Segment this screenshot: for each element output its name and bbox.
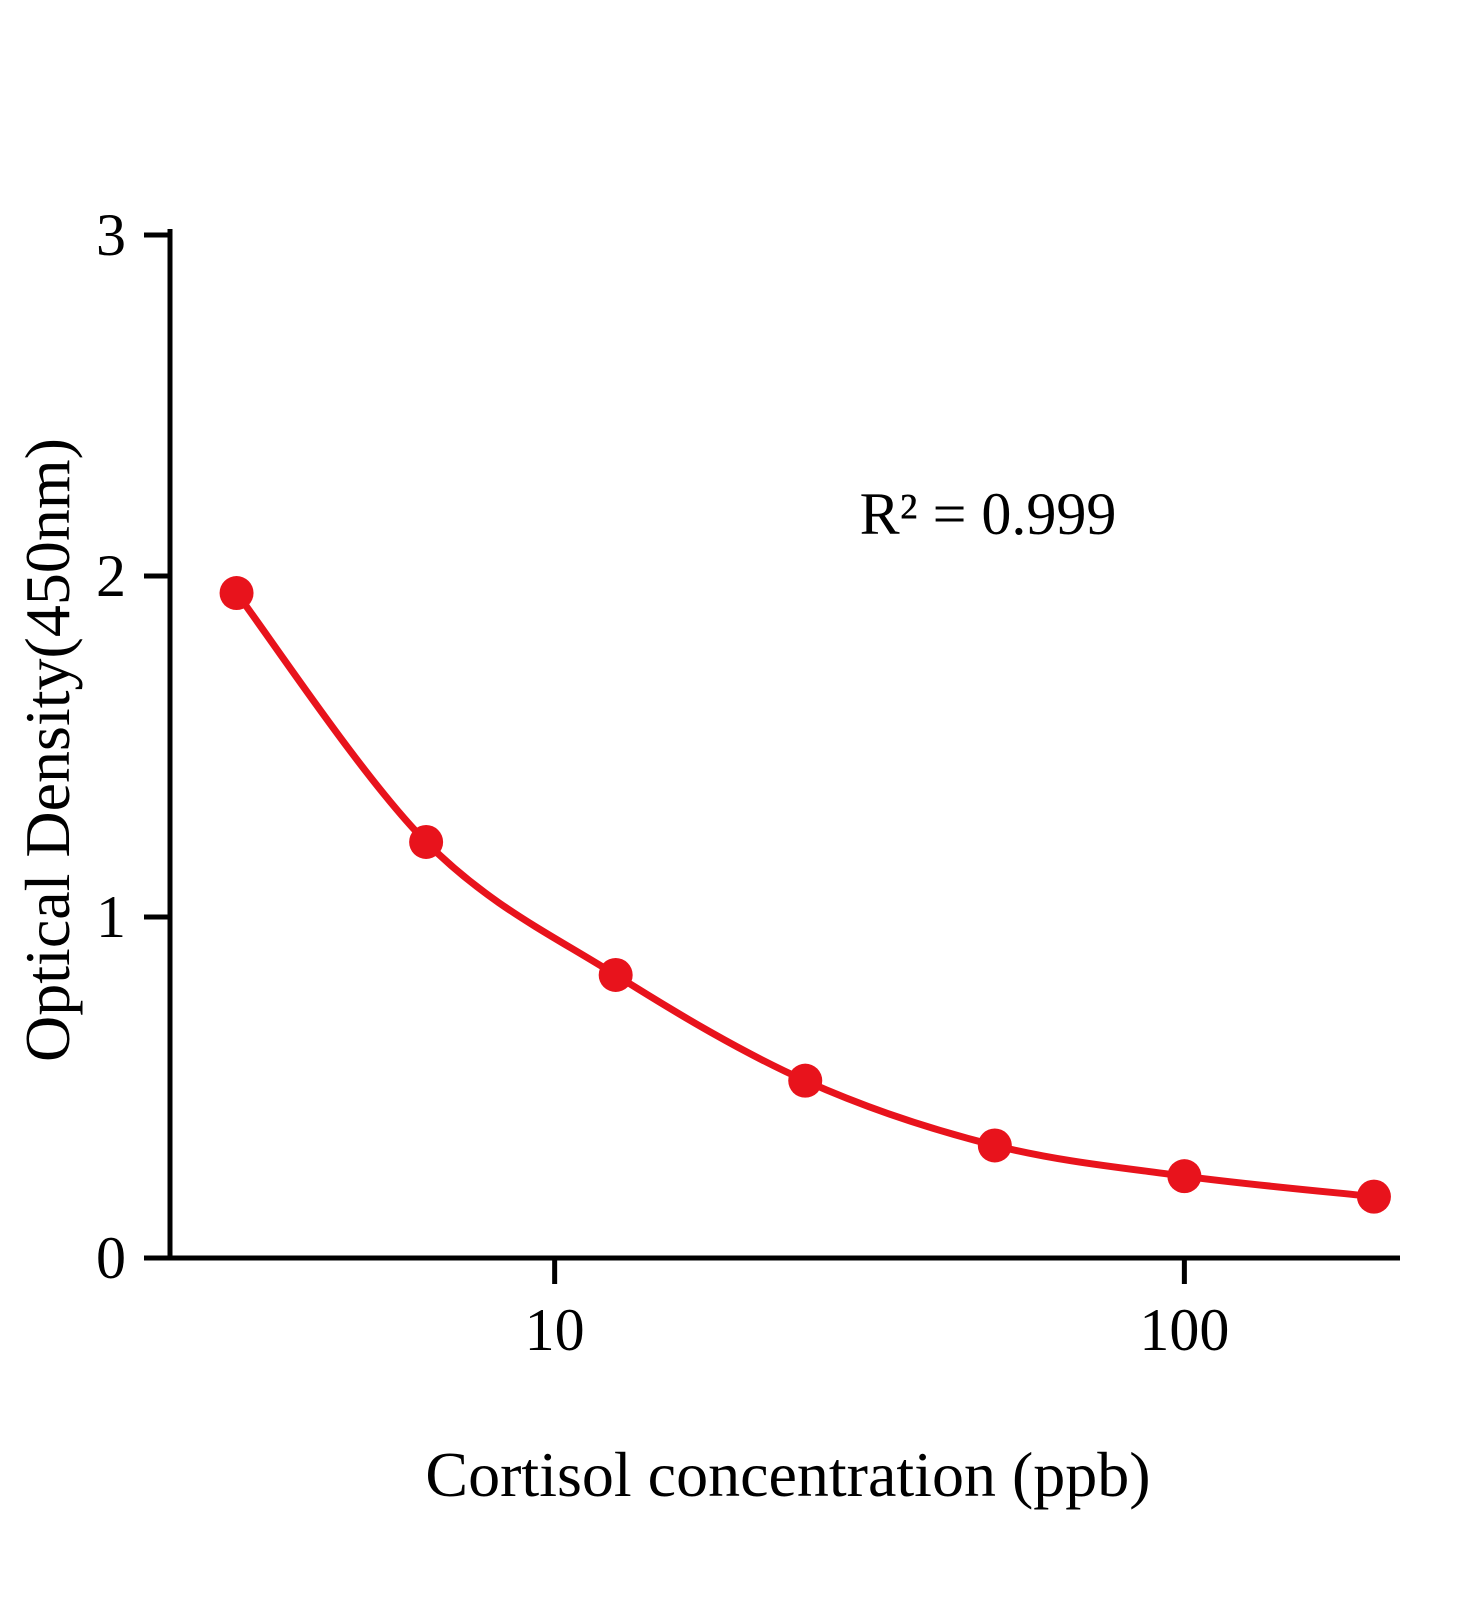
data-point	[409, 824, 444, 859]
x-tick-label: 100	[1139, 1297, 1229, 1363]
data-point	[598, 957, 633, 992]
y-tick-label: 2	[96, 543, 126, 609]
r-squared-annotation: R² = 0.999	[859, 481, 1117, 547]
x-axis-label: Cortisol concentration (ppb)	[425, 1439, 1151, 1510]
x-tick-label: 10	[525, 1297, 585, 1363]
fit-curve	[233, 589, 1378, 1201]
data-point	[788, 1063, 823, 1098]
data-point	[219, 576, 254, 611]
data-point	[1167, 1159, 1202, 1194]
data-point	[977, 1128, 1012, 1163]
y-tick-label: 0	[96, 1225, 126, 1291]
y-tick-label: 1	[96, 884, 126, 950]
y-tick-label: 3	[96, 202, 126, 268]
y-axis-label: Optical Density(450nm)	[12, 438, 83, 1062]
data-point	[1356, 1179, 1391, 1214]
